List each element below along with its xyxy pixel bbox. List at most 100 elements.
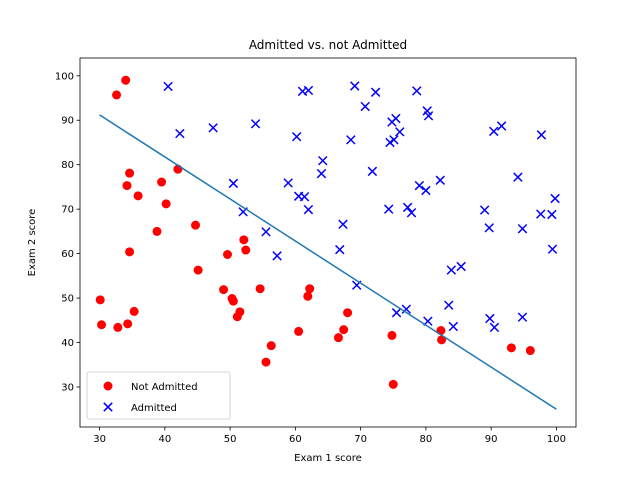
- data-point: [235, 307, 245, 317]
- data-point: [423, 111, 434, 121]
- y-axis-label: Exam 2 score: [27, 209, 38, 277]
- legend-label-not-admitted: Not Admitted: [131, 382, 198, 393]
- data-point: [367, 166, 378, 177]
- legend-marker-not-admitted: [103, 381, 113, 391]
- data-point: [125, 168, 135, 178]
- data-point: [303, 204, 314, 215]
- data-point: [152, 226, 162, 236]
- x-tick-label: 50: [224, 434, 237, 445]
- data-point: [241, 245, 251, 255]
- data-point: [272, 251, 282, 261]
- data-point: [255, 284, 265, 294]
- data-point: [163, 81, 173, 92]
- data-point: [305, 284, 315, 294]
- data-point: [479, 205, 490, 215]
- data-point: [484, 223, 494, 233]
- legend: Not Admitted Admitted: [86, 371, 231, 420]
- data-point: [121, 75, 131, 85]
- data-point: [303, 85, 314, 96]
- plot-marks: [95, 75, 560, 410]
- data-point: [239, 235, 249, 245]
- y-tick-label: 80: [61, 160, 74, 171]
- data-point: [125, 247, 135, 257]
- decision-boundary-line: [99, 114, 557, 410]
- data-point: [513, 172, 523, 182]
- data-point: [547, 244, 558, 254]
- data-point: [112, 90, 122, 100]
- data-point: [157, 177, 167, 187]
- y-tick-label: 60: [61, 249, 74, 260]
- data-point: [129, 306, 139, 316]
- data-point: [370, 87, 381, 97]
- data-point: [448, 321, 459, 332]
- data-point: [435, 175, 445, 185]
- series-admitted: [163, 81, 560, 333]
- data-point: [299, 191, 310, 202]
- data-point: [266, 341, 276, 351]
- data-point: [496, 121, 507, 131]
- y-tick-label: 40: [61, 338, 74, 349]
- data-point: [485, 313, 495, 324]
- data-point: [446, 265, 457, 275]
- data-point: [517, 312, 528, 322]
- data-point: [391, 308, 402, 318]
- data-point: [338, 219, 348, 230]
- data-point: [387, 330, 397, 340]
- data-point: [261, 227, 271, 237]
- y-tick-label: 50: [61, 294, 74, 305]
- data-point: [401, 304, 412, 314]
- data-point: [437, 335, 447, 345]
- data-point: [175, 128, 185, 139]
- data-point: [406, 207, 417, 218]
- x-axis-label: Exam 1 score: [294, 453, 362, 464]
- data-point: [388, 379, 398, 389]
- data-point: [250, 119, 261, 129]
- y-tick-label: 90: [61, 116, 74, 127]
- data-point: [261, 357, 271, 367]
- data-point: [383, 204, 394, 214]
- data-point: [219, 285, 229, 295]
- legend-label-admitted: Admitted: [131, 403, 177, 414]
- data-point: [414, 180, 425, 191]
- legend-marker-symbol: [103, 402, 113, 412]
- data-point: [343, 308, 353, 318]
- data-point: [536, 209, 546, 219]
- x-tick-label: 40: [158, 434, 171, 445]
- data-point: [333, 333, 343, 343]
- data-point: [536, 130, 547, 140]
- data-point: [456, 261, 466, 272]
- data-point: [395, 127, 405, 137]
- data-point: [291, 131, 302, 142]
- x-tick-label: 100: [547, 434, 566, 445]
- x-tick-label: 70: [354, 434, 367, 445]
- data-point: [489, 322, 500, 333]
- data-point: [283, 178, 293, 188]
- data-point: [133, 191, 143, 201]
- legend-marker-admitted: [103, 402, 113, 412]
- data-point: [506, 343, 516, 353]
- chart-title: Admitted vs. not Admitted: [249, 38, 407, 52]
- data-point: [335, 244, 345, 255]
- data-point: [222, 250, 232, 260]
- y-tick-label: 100: [55, 71, 74, 82]
- data-point: [208, 123, 218, 133]
- data-point: [389, 135, 399, 145]
- data-point: [360, 101, 370, 112]
- y-tick-label: 70: [61, 205, 74, 216]
- data-point: [123, 319, 133, 329]
- series-not-admitted: [95, 75, 535, 389]
- data-point: [97, 320, 107, 330]
- data-point: [489, 126, 499, 137]
- plot-area-frame: [79, 57, 577, 428]
- data-point: [421, 185, 431, 196]
- data-point: [113, 322, 123, 332]
- x-axis: 30 40 50 60 70 80 90 100: [93, 427, 566, 445]
- x-tick-label: 80: [420, 434, 433, 445]
- data-point: [412, 86, 422, 96]
- data-point: [191, 220, 201, 230]
- data-point: [316, 168, 327, 179]
- data-point: [161, 199, 171, 209]
- data-point: [303, 291, 313, 301]
- data-point: [550, 193, 560, 204]
